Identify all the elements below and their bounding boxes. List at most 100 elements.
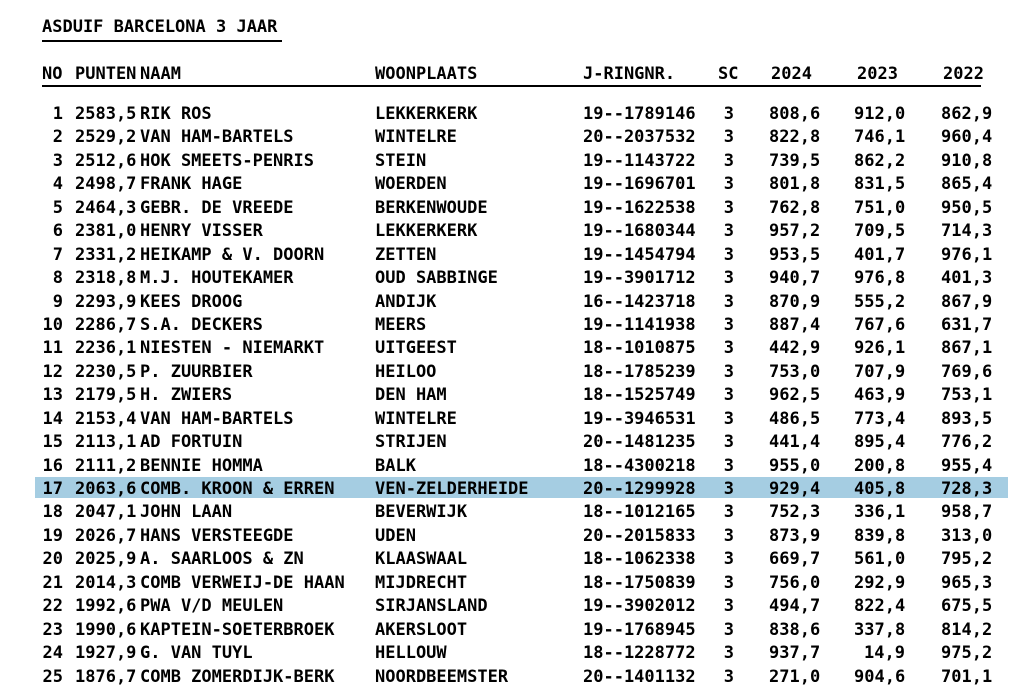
cell-sc: 3 <box>723 244 734 265</box>
cell-2024: 887,4 <box>769 314 821 335</box>
table-row[interactable]: 2 2529,2 VAN HAM-BARTELS WINTELRE 20--20… <box>0 126 1023 149</box>
cell-punten: 2113,1 <box>75 432 137 453</box>
cell-sc: 3 <box>723 596 734 617</box>
cell-naam: GEBR. DE VREEDE <box>140 197 294 218</box>
table-row[interactable]: 21 2014,3 COMB VERWEIJ-DE HAAN MIJDRECHT… <box>0 572 1023 595</box>
cell-sc: 3 <box>723 385 734 406</box>
cell-punten: 2236,1 <box>75 338 137 359</box>
table-row[interactable]: 15 2113,1 AD FORTUIN STRIJEN 20--1481235… <box>0 431 1023 454</box>
cell-2023: 746,1 <box>854 127 906 148</box>
cell-punten: 1876,7 <box>75 666 137 687</box>
table-row[interactable]: 13 2179,5 H. ZWIERS DEN HAM 18--1525749 … <box>0 384 1023 407</box>
cell-punten: 2331,2 <box>75 244 137 265</box>
cell-j-ringnr: 19--1696701 <box>583 174 696 195</box>
cell-punten: 2583,5 <box>75 104 137 124</box>
table-row[interactable]: 1 2583,5 RIK ROS LEKKERKERK 19--1789146 … <box>0 103 1023 126</box>
table-row[interactable]: 3 2512,6 HOK SMEETS-PENRIS STEIN 19--114… <box>0 150 1023 173</box>
table-row[interactable]: 10 2286,7 S.A. DECKERS MEERS 19--1141938… <box>0 314 1023 337</box>
table-row[interactable]: 23 1990,6 KAPTEIN-SOETERBROEK AKERSLOOT … <box>0 619 1023 642</box>
column-header-woonplaats: WOONPLAATS <box>375 64 478 84</box>
cell-j-ringnr: 20--1481235 <box>583 432 696 453</box>
cell-sc: 3 <box>723 150 734 171</box>
table-row[interactable]: 19 2026,7 HANS VERSTEEGDE UDEN 20--20158… <box>0 525 1023 548</box>
cell-naam: JOHN LAAN <box>140 502 233 523</box>
cell-no: 2 <box>52 127 63 148</box>
cell-sc: 3 <box>723 104 734 124</box>
cell-j-ringnr: 19--1622538 <box>583 197 696 218</box>
table-row[interactable]: 7 2331,2 HEIKAMP & V. DOORN ZETTEN 19--1… <box>0 244 1023 267</box>
cell-2024: 494,7 <box>769 596 821 617</box>
cell-woonplaats: ZETTEN <box>375 244 437 265</box>
cell-naam: HEIKAMP & V. DOORN <box>140 244 325 265</box>
table-row[interactable]: 9 2293,9 KEES DROOG ANDIJK 16--1423718 3… <box>0 291 1023 314</box>
table-row[interactable]: 16 2111,2 BENNIE HOMMA BALK 18--4300218 … <box>0 455 1023 478</box>
cell-j-ringnr: 20--1401132 <box>583 666 696 687</box>
cell-sc: 3 <box>723 268 734 289</box>
cell-punten: 2026,7 <box>75 525 137 546</box>
table-row[interactable]: 24 1927,9 G. VAN TUYL HELLOUW 18--122877… <box>0 642 1023 665</box>
cell-woonplaats: HELLOUW <box>375 643 447 664</box>
cell-j-ringnr: 18--1062338 <box>583 549 696 570</box>
cell-no: 4 <box>52 174 63 195</box>
cell-j-ringnr: 19--1768945 <box>583 619 696 640</box>
cell-2022: 769,6 <box>941 361 993 382</box>
cell-2023: 200,8 <box>854 455 906 476</box>
cell-2022: 865,4 <box>941 174 993 195</box>
cell-naam: AD FORTUIN <box>140 432 243 453</box>
cell-sc: 3 <box>723 572 734 593</box>
table-row[interactable]: 6 2381,0 HENRY VISSER LEKKERKERK 19--168… <box>0 220 1023 243</box>
cell-2022: 975,2 <box>941 643 993 664</box>
cell-2024: 955,0 <box>769 455 821 476</box>
cell-no: 25 <box>42 666 63 687</box>
cell-2024: 822,8 <box>769 127 821 148</box>
cell-punten: 1927,9 <box>75 643 137 664</box>
table-row[interactable]: 8 2318,8 M.J. HOUTEKAMER OUD SABBINGE 19… <box>0 267 1023 290</box>
cell-2022: 976,1 <box>941 244 993 265</box>
cell-2023: 839,8 <box>854 525 906 546</box>
cell-punten: 2153,4 <box>75 408 137 429</box>
cell-woonplaats: SIRJANSLAND <box>375 596 488 617</box>
cell-woonplaats: LEKKERKERK <box>375 221 478 242</box>
cell-2024: 953,5 <box>769 244 821 265</box>
table-row[interactable]: 20 2025,9 A. SAARLOOS & ZN KLAASWAAL 18-… <box>0 548 1023 571</box>
cell-punten: 1990,6 <box>75 619 137 640</box>
cell-j-ringnr: 20--2037532 <box>583 127 696 148</box>
table-row[interactable]: 11 2236,1 NIESTEN - NIEMARKT UITGEEST 18… <box>0 337 1023 360</box>
cell-2022: 814,2 <box>941 619 993 640</box>
cell-sc: 3 <box>723 502 734 523</box>
table-row[interactable]: 4 2498,7 FRANK HAGE WOERDEN 19--1696701 … <box>0 173 1023 196</box>
cell-2022: 950,5 <box>941 197 993 218</box>
cell-naam: VAN HAM-BARTELS <box>140 408 294 429</box>
cell-punten: 2063,6 <box>75 479 137 499</box>
table-row[interactable]: 5 2464,3 GEBR. DE VREEDE BERKENWOUDE 19-… <box>0 197 1023 220</box>
table-row-highlighted[interactable]: 17 2063,6 COMB. KROON & ERREN VEN-ZELDER… <box>0 476 1023 501</box>
cell-no: 5 <box>52 197 63 218</box>
cell-j-ringnr: 18--1012165 <box>583 502 696 523</box>
cell-naam: VAN HAM-BARTELS <box>140 127 294 148</box>
cell-no: 18 <box>42 502 63 523</box>
cell-no: 11 <box>42 338 63 359</box>
cell-2022: 795,2 <box>941 549 993 570</box>
cell-sc: 3 <box>723 221 734 242</box>
table-row[interactable]: 18 2047,1 JOHN LAAN BEVERWIJK 18--101216… <box>0 501 1023 524</box>
cell-2022: 960,4 <box>941 127 993 148</box>
cell-sc: 3 <box>723 643 734 664</box>
cell-no: 3 <box>52 150 63 171</box>
cell-2022: 728,3 <box>941 479 993 499</box>
cell-sc: 3 <box>723 619 734 640</box>
cell-2022: 631,7 <box>941 314 993 335</box>
cell-j-ringnr: 20--1299928 <box>583 479 696 499</box>
cell-naam: KAPTEIN-SOETERBROEK <box>140 619 335 640</box>
cell-2023: 862,2 <box>854 150 906 171</box>
cell-sc: 3 <box>723 197 734 218</box>
cell-2023: 405,8 <box>854 479 906 499</box>
table-row[interactable]: 25 1876,7 COMB ZOMERDIJK-BERK NOORDBEEMS… <box>0 666 1023 689</box>
cell-woonplaats: VEN-ZELDERHEIDE <box>375 479 529 499</box>
table-row[interactable]: 14 2153,4 VAN HAM-BARTELS WINTELRE 19--3… <box>0 408 1023 431</box>
table-row[interactable]: 22 1992,6 PWA V/D MEULEN SIRJANSLAND 19-… <box>0 595 1023 618</box>
cell-2022: 867,1 <box>941 338 993 359</box>
cell-no: 6 <box>52 221 63 242</box>
cell-punten: 2529,2 <box>75 127 137 148</box>
cell-punten: 2293,9 <box>75 291 137 312</box>
table-row[interactable]: 12 2230,5 P. ZUURBIER HEILOO 18--1785239… <box>0 361 1023 384</box>
